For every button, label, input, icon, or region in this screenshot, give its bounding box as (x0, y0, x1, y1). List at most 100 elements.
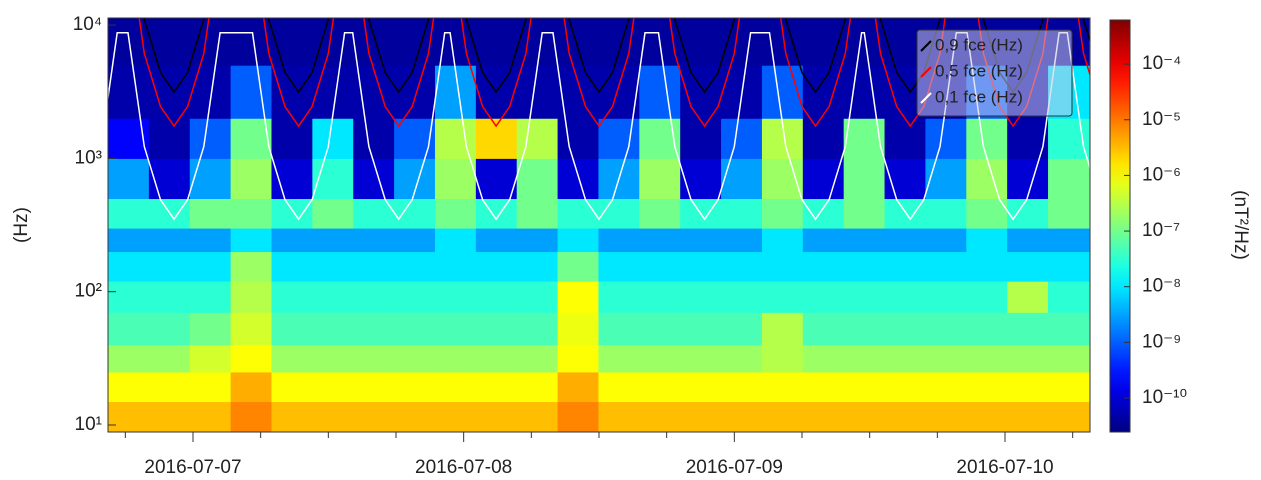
spectrogram-cell (925, 251, 967, 282)
legend-swatch (920, 66, 932, 78)
spectrogram-cell (925, 198, 967, 229)
colorbar-tick-label: 10⁻⁶ (1142, 164, 1181, 185)
spectrogram-cell (557, 344, 599, 373)
spectrogram-cell (843, 344, 886, 373)
spectrogram-cell (721, 344, 763, 373)
x-tick-label: 2016-07-08 (415, 457, 512, 478)
spectrogram-cell (434, 228, 477, 253)
spectrogram-cell (598, 198, 640, 229)
spectrogram-cell (434, 118, 477, 159)
x-tick-label: 2016-07-10 (956, 457, 1053, 478)
spectrogram-cell (189, 251, 232, 282)
spectrogram-cell (108, 312, 150, 346)
spectrogram-cell (394, 118, 436, 159)
spectrogram-cell (516, 18, 559, 66)
spectrogram-cell (148, 281, 191, 313)
spectrogram-cell (1048, 344, 1090, 373)
spectrogram-cell (884, 401, 926, 432)
spectrogram-cell (516, 401, 559, 432)
spectrogram-cell (884, 118, 926, 159)
spectrogram-cell (353, 251, 395, 282)
spectrogram-cell (394, 18, 436, 66)
spectrogram-cell (1007, 228, 1049, 253)
spectrogram-cell (189, 18, 232, 66)
spectrogram-cell (434, 158, 477, 200)
spectrogram-cell (148, 118, 191, 159)
colorbar-label: (nT²/Hz) (1230, 190, 1251, 260)
spectrogram-cell (148, 312, 191, 346)
spectrogram-cell (1048, 401, 1090, 432)
spectrogram-cell (761, 158, 804, 200)
spectrogram-cell (598, 344, 640, 373)
spectrogram-cell (516, 65, 559, 119)
spectrogram-cell (394, 65, 436, 119)
spectrogram-cell (394, 281, 436, 313)
spectrogram-cell (966, 371, 1008, 403)
spectrogram-cell (966, 228, 1008, 253)
spectrogram-cell (802, 158, 845, 200)
spectrogram-cell (271, 18, 313, 66)
spectrogram-cell (639, 228, 681, 253)
spectrogram-cell (884, 312, 926, 346)
spectrogram-cell (966, 158, 1008, 200)
spectrogram-cell (598, 118, 640, 159)
spectrogram-cell (394, 401, 436, 432)
fce-line (143, 18, 1090, 94)
spectrogram-cell (1007, 281, 1049, 313)
spectrogram-cell (598, 18, 640, 66)
spectrogram-cell (475, 228, 518, 253)
spectrogram-cell (557, 281, 599, 313)
spectrogram-cell (108, 371, 150, 403)
spectrogram-cell (434, 344, 477, 373)
spectrogram-cell (761, 65, 804, 119)
spectrogram-cell (353, 18, 395, 66)
spectrogram-cell (312, 401, 354, 432)
spectrogram-cell (802, 401, 845, 432)
spectrogram-cell (108, 281, 150, 313)
spectrogram-cell (1007, 401, 1049, 432)
spectrogram-cell (843, 281, 886, 313)
spectrogram-cell (721, 158, 763, 200)
spectrogram-cell (598, 65, 640, 119)
spectrogram-cell (884, 198, 926, 229)
spectrogram-cell (230, 228, 272, 253)
y-tick-label: 10² (75, 281, 102, 302)
spectrogram-cell (434, 198, 477, 229)
spectrogram-cell (802, 65, 845, 119)
spectrogram-cell (271, 344, 313, 373)
spectrogram-cell (516, 158, 559, 200)
spectrogram-cell (884, 251, 926, 282)
spectrogram-cell (516, 312, 559, 346)
spectrogram-cell (353, 228, 395, 253)
spectrogram-cell (802, 344, 845, 373)
spectrogram-cell (271, 158, 313, 200)
spectrogram-cell (353, 118, 395, 159)
spectrogram-cell (761, 18, 804, 66)
spectrogram-cell (189, 371, 232, 403)
spectrogram-cell (475, 281, 518, 313)
spectrogram-cell (312, 228, 354, 253)
spectrogram-cell (271, 228, 313, 253)
spectrogram-cell (353, 281, 395, 313)
spectrogram-cell (680, 312, 722, 346)
spectrogram-cell (721, 401, 763, 432)
spectrogram-cell (761, 198, 804, 229)
spectrogram-cell (189, 158, 232, 200)
spectrogram-cell (271, 198, 313, 229)
spectrogram-cell (312, 18, 354, 66)
spectrogram-cell (434, 401, 477, 432)
spectrogram-cell (680, 344, 722, 373)
spectrogram-cell (148, 344, 191, 373)
spectrogram-cell (680, 158, 722, 200)
colorbar-tick-label: 10⁻¹⁰ (1142, 387, 1187, 408)
spectrogram-cell (557, 312, 599, 346)
spectrogram-cell (925, 312, 967, 346)
spectrogram-cell (884, 228, 926, 253)
spectrogram-cell (312, 344, 354, 373)
colorbar-tick-label: 10⁻⁸ (1142, 276, 1181, 297)
spectrogram-cell (475, 18, 518, 66)
spectrogram-cell (230, 251, 272, 282)
spectrogram-cell (148, 18, 191, 66)
spectrogram-cell (353, 312, 395, 346)
spectrogram-cell (394, 228, 436, 253)
